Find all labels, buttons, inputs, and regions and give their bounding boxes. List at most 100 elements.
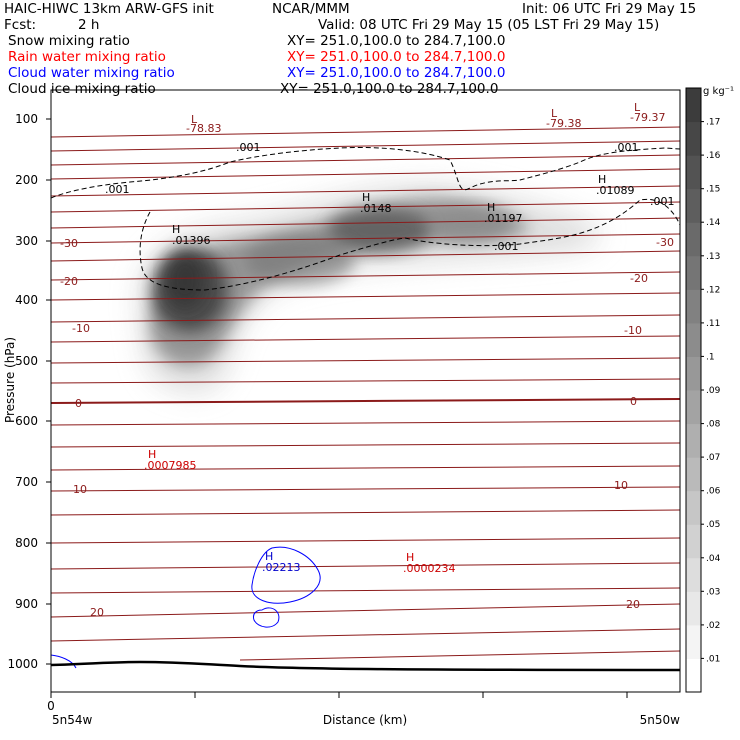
cloud-water-high-value: .02213 [262,561,301,574]
temperature-contour-label: -10 [72,322,90,335]
snow-high-marker: H [362,191,370,204]
temperature-low-value: -79.38 [546,117,581,130]
field-xy-rain: XY= 251.0,100.0 to 284.7,100.0 [287,49,506,65]
temperature-contour-label: -10 [624,324,642,337]
y-tick-label: 500 [15,354,38,368]
field-xy-cloud-ice: XY= 251.0,100.0 to 284.7,100.0 [280,81,499,97]
cloud-ice-contour-label: .001 [614,141,639,154]
colorbar-swatch [686,121,701,156]
temperature-contour-label: -30 [60,237,78,250]
y-tick-label: 100 [15,112,38,126]
temperature-contour-label: -20 [630,272,648,285]
x-left-location-label: 5n54w [52,713,93,727]
cloud-ice-contour-label: .001 [105,183,130,196]
colorbar-tick-label: .16 [706,151,721,161]
temperature-contour-label: 0 [630,395,637,408]
valid-time: Valid: 08 UTC Fri 29 May 15 (05 LST Fri … [318,17,660,33]
snow-high-marker: H [172,223,180,236]
x-axis-label: Distance (km) [323,713,407,727]
y-tick-label: 800 [15,536,38,550]
temperature-low-marker: L [191,113,198,126]
field-xy-snow: XY= 251.0,100.0 to 284.7,100.0 [287,33,506,49]
colorbar-swatch [686,188,701,223]
x-right-location-label: 5n50w [640,713,681,727]
y-tick-label: 700 [15,475,38,489]
y-tick-label: 600 [15,414,38,428]
temperature-low-value: -79.37 [630,111,665,124]
colorbar: .01 .02 .03 .04 .05 .06 .07 .08 .09 .1 .11 .12 .13 .1… [685,87,721,693]
colorbar-tick-label: .02 [706,621,720,631]
snow-high-value: .0148 [360,202,392,215]
temperature-low-value: -78.83 [186,122,221,135]
snow-high-value: .01089 [596,184,635,197]
temperature-contour-label: -20 [60,275,78,288]
cloud-ice-contour [51,147,680,291]
colorbar-tick-label: .15 [706,185,720,195]
colorbar-swatch [686,289,701,324]
chart-title: HAIC-HIWC 13km ARW-GFS init [4,1,214,17]
colorbar-unit-label: g kg⁻¹ [703,86,734,97]
temperature-contour-label: 10 [73,483,87,496]
forecast-hours: 2 h [78,17,100,33]
snow-high-value: .01197 [484,212,523,225]
temperature-contour-label: -30 [656,236,674,249]
y-tick-label: 300 [15,234,38,248]
rain-high-value: .0007985 [144,459,197,472]
temperature-contour-label: 20 [90,606,104,619]
colorbar-swatch [686,255,701,290]
temperature-low-marker: L [551,107,558,120]
y-axis-label: Pressure (hPa) [3,337,17,423]
colorbar-swatch [686,591,701,626]
colorbar-tick-label: .05 [706,520,720,530]
x-axis-ticks [50,692,628,698]
rain-high-value: .0000234 [403,562,456,575]
colorbar-swatch [686,490,701,525]
colorbar-swatch [686,557,701,592]
cloud-ice-contour-label: .001 [236,141,261,154]
source-label: NCAR/MMM [272,1,350,17]
cloud-ice-contour-label: .001 [650,195,675,208]
colorbar-swatch [686,457,701,492]
y-tick-label: 1000 [7,657,38,671]
cloud-water-contour [50,546,321,669]
colorbar-tick-label: .13 [706,252,720,262]
cloud-water-high-marker: H [265,550,273,563]
y-tick-label: 200 [15,173,38,187]
temperature-contour-label: 20 [626,598,640,611]
colorbar-tick-label: .17 [706,118,720,128]
field-name-cloud-ice: Cloud ice mixing ratio [8,81,156,97]
plot-frame [50,89,681,693]
temperature-contour-label: 10 [614,479,628,492]
colorbar-tick-label: .01 [706,654,720,664]
colorbar-tick-label: .03 [706,587,720,597]
field-name-rain: Rain water mixing ratio [8,49,166,65]
colorbar-swatch [686,222,701,257]
colorbar-swatch [686,155,701,190]
colorbar-tick-label: .06 [706,487,721,497]
temperature-low-marker: L [634,101,641,114]
field-name-snow: Snow mixing ratio [8,33,130,49]
colorbar-tick-label: .12 [706,285,720,295]
x-start-tick-label: 0 [47,699,55,713]
field-name-cloud-water: Cloud water mixing ratio [8,65,175,81]
colorbar-swatch [686,322,701,357]
colorbar-swatch [686,524,701,559]
colorbar-tick-label: .11 [706,319,720,329]
colorbar-swatch [686,356,701,391]
colorbar-swatch [686,88,701,123]
colorbar-tick-label: .14 [706,218,721,228]
temperature-contours [51,126,680,661]
colorbar-swatch [686,423,701,458]
rain-high-marker: H [148,448,156,461]
y-axis-ticks [46,118,51,665]
y-tick-label: 400 [15,293,38,307]
colorbar-tick-label: .1 [706,352,715,362]
colorbar-tick-label: .07 [706,453,720,463]
snow-shading [138,185,600,393]
colorbar-tick-label: .08 [706,420,721,430]
rain-high-marker: H [406,551,414,564]
colorbar-swatch [686,624,701,659]
ground-surface-line [50,660,681,672]
colorbar-tick-label: .04 [706,554,721,564]
